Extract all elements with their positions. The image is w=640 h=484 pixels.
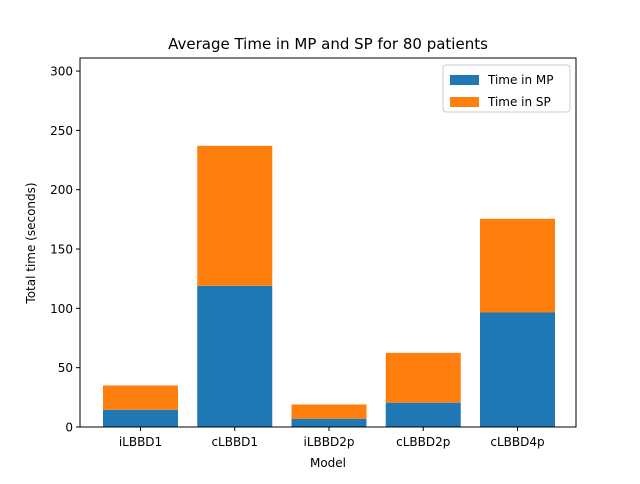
legend-label-1: Time in MP [487,73,554,87]
y-tick-label: 150 [50,243,73,257]
y-tick-label: 0 [65,421,73,435]
x-tick-label: iLBBD1 [119,435,162,449]
plot-frame [79,57,577,428]
bar-cLBBD4p-series-2 [480,218,555,313]
bar-cLBBD4p-series-1 [480,312,555,427]
y-tick-label: 200 [50,183,73,197]
x-tick-label: cLBBD1 [211,435,258,449]
bar-cLBBD2p-series-1 [385,402,461,427]
y-tick-label: 300 [50,65,73,79]
axes-layer: 0 50 100 150 200 250 300 iLBBD1 cLBBD1 iLBBD2p cLB… [50,57,577,449]
y-tick-label: 50 [58,361,73,375]
y-tick-label: 250 [50,124,73,138]
x-tick-label: iLBBD2p [304,435,355,449]
legend: Time in MP Time in SP [442,64,571,113]
bars-layer [103,145,555,427]
bar-iLBBD2p-series-2 [291,404,367,419]
bar-iLBBD2p-series-1 [291,418,367,427]
x-tick-label: cLBBD2p [396,435,450,449]
legend-swatch-2 [450,97,479,107]
legend-label-2: Time in SP [487,95,551,109]
bar-cLBBD2p-series-2 [385,352,461,403]
bar-cLBBD1-series-1 [197,285,273,427]
x-axis-label: Model [310,456,346,470]
chart-title: Average Time in MP and SP for 80 patient… [168,35,488,53]
x-tick-label: cLBBD4p [490,435,544,449]
bar-iLBBD1-series-1 [103,409,178,427]
y-axis-label: Total time (seconds) [24,182,38,304]
bar-iLBBD1-series-2 [103,385,178,410]
y-tick-label: 100 [50,302,73,316]
legend-swatch-1 [450,75,479,85]
bar-cLBBD1-series-2 [197,145,273,286]
